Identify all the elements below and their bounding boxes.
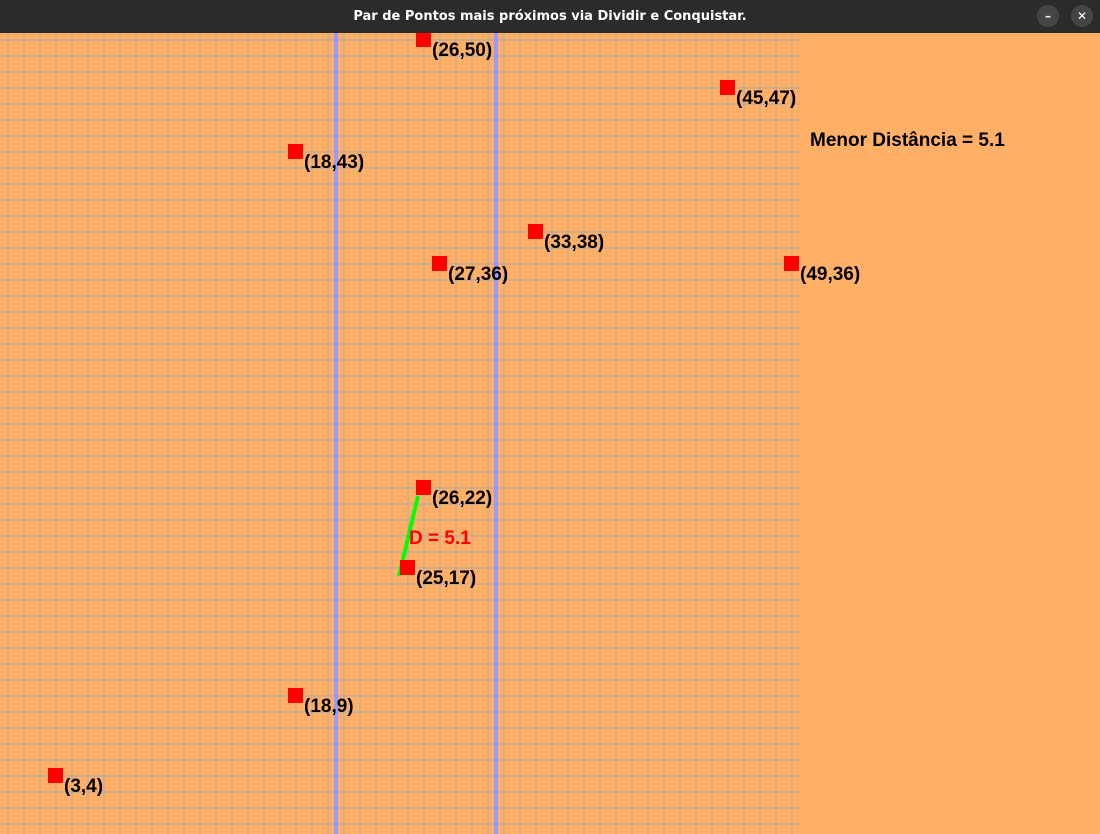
point-marker: [288, 688, 303, 703]
point-label: (27,36): [448, 264, 508, 285]
point-label: (33,38): [544, 232, 604, 253]
min-distance-label: Menor Distância = 5.1: [810, 130, 1005, 151]
point-labels-layer: (26,50) (45,47) (18,43) (33,38) (27,36) (49,3…: [64, 40, 860, 797]
point-marker: [400, 560, 415, 575]
grid: [0, 33, 800, 834]
distance-label: D = 5.1: [409, 528, 471, 549]
divider-lines: [334, 33, 498, 834]
plot-canvas: (26,50) (45,47) (18,43) (33,38) (27,36) (49,3…: [0, 33, 1100, 834]
window-title: Par de Pontos mais próximos via Dividir …: [353, 9, 747, 24]
points-layer: [48, 33, 799, 783]
point-marker: [416, 33, 431, 47]
point-marker: [416, 480, 431, 495]
point-marker: [432, 256, 447, 271]
point-marker: [784, 256, 799, 271]
points-plot: (26,50) (45,47) (18,43) (33,38) (27,36) (49,3…: [0, 33, 860, 834]
point-marker: [720, 80, 735, 95]
point-marker: [288, 144, 303, 159]
point-label: (25,17): [416, 568, 476, 589]
close-icon[interactable]: ✕: [1071, 5, 1093, 27]
point-label: (26,22): [432, 488, 492, 509]
point-marker: [528, 224, 543, 239]
point-label: (49,36): [800, 264, 860, 285]
minimize-icon[interactable]: –: [1037, 5, 1059, 27]
point-label: (3,4): [64, 776, 103, 797]
point-label: (18,43): [304, 152, 364, 173]
point-marker: [48, 768, 63, 783]
point-label: (26,50): [432, 40, 492, 61]
point-label: (45,47): [736, 88, 796, 109]
title-bar: Par de Pontos mais próximos via Dividir …: [0, 0, 1100, 33]
point-label: (18,9): [304, 696, 354, 717]
